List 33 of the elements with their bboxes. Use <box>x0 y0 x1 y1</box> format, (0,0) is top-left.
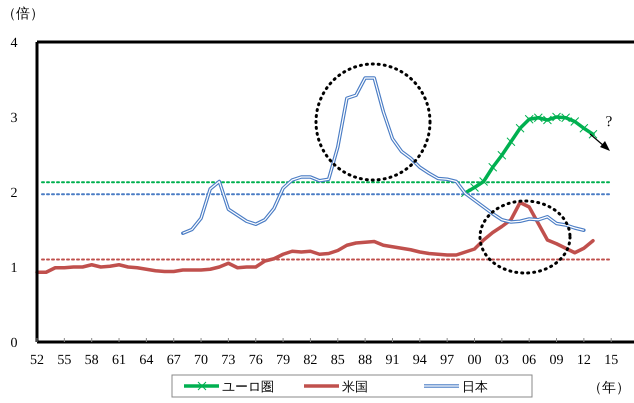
x-tick-label: 76 <box>248 353 263 368</box>
x-tick-label: 70 <box>194 353 208 368</box>
y-tick-label: 4 <box>10 36 18 51</box>
y-tick-label: 3 <box>10 111 18 126</box>
x-tick-label: 03 <box>494 353 509 368</box>
x-tick-label: 88 <box>358 353 372 368</box>
legend-label: 米国 <box>342 380 368 395</box>
x-tick-label: 91 <box>385 353 400 368</box>
x-tick-label: 52 <box>30 353 44 368</box>
x-tick-label: 94 <box>412 353 427 368</box>
x-tick-label: 64 <box>139 353 154 368</box>
x-axis-title: （年） <box>588 380 630 396</box>
x-tick-label: 12 <box>576 353 591 368</box>
x-tick-label: 67 <box>166 353 181 368</box>
x-tick-label: 55 <box>57 353 72 368</box>
x-tick-label: 85 <box>330 353 345 368</box>
y-tick-label: 0 <box>10 336 18 351</box>
x-tick-label: 97 <box>440 353 454 368</box>
x-tick-label: 58 <box>84 353 99 368</box>
y-tick-label: 2 <box>10 186 18 201</box>
x-tick-label: 15 <box>604 353 618 368</box>
x-tick-label: 73 <box>221 353 236 368</box>
legend-label: 日本 <box>462 380 488 395</box>
x-tick-label: 09 <box>550 353 564 368</box>
y-tick-label: 1 <box>10 261 18 276</box>
x-tick-label: 61 <box>112 353 126 368</box>
y-axis-title: （倍） <box>2 6 44 22</box>
x-tick-label: 82 <box>303 353 318 368</box>
annotation: ? <box>606 114 613 130</box>
x-tick-label: 00 <box>467 353 482 368</box>
x-tick-label: 06 <box>522 353 536 368</box>
x-tick-label: 79 <box>276 353 290 368</box>
legend-label: ユーロ圏 <box>222 380 274 395</box>
